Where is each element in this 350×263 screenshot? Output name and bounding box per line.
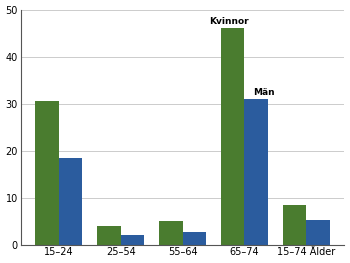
Bar: [244, 99, 268, 245]
Bar: [221, 28, 244, 245]
Bar: [121, 235, 144, 245]
Bar: [183, 231, 206, 245]
Bar: [306, 220, 330, 245]
Bar: [97, 226, 121, 245]
Bar: [59, 158, 82, 245]
Bar: [35, 101, 59, 245]
Text: Män: Män: [253, 88, 275, 97]
Text: Kvinnor: Kvinnor: [209, 17, 249, 26]
Bar: [159, 221, 183, 245]
Bar: [283, 205, 306, 245]
